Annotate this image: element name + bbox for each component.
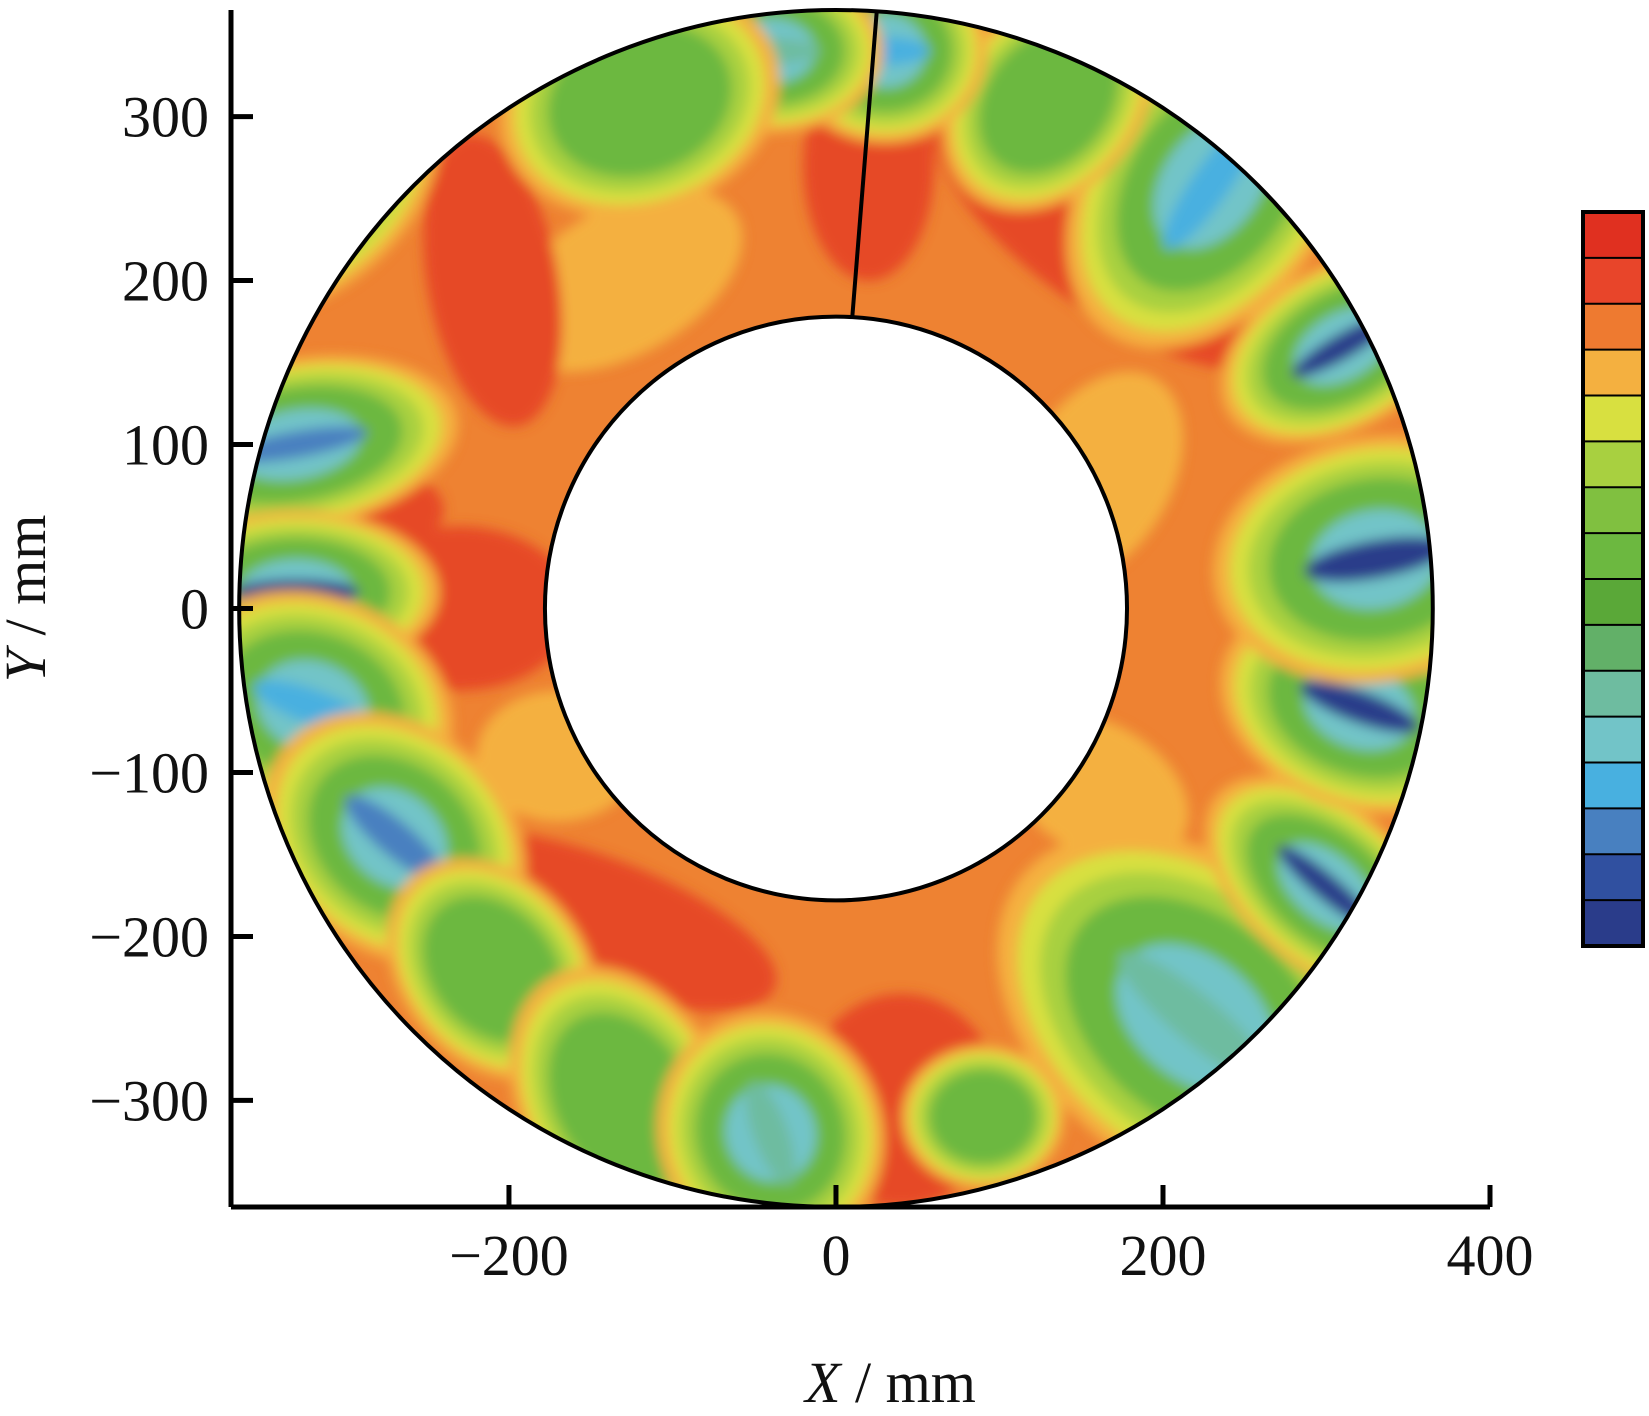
colorbar-level bbox=[1583, 533, 1643, 579]
colorbar-level bbox=[1583, 212, 1643, 258]
region-core bbox=[345, 795, 445, 881]
axes: −200 0 200 400 −300 −200 −100 0 100 200 300 bbox=[89, 10, 1534, 1288]
region-green bbox=[929, 1069, 1037, 1164]
colorbar bbox=[1581, 210, 1645, 948]
y-tick-label: 200 bbox=[122, 249, 209, 314]
y-tick-label: −100 bbox=[89, 740, 209, 805]
y-tick-label: −200 bbox=[89, 904, 209, 969]
seam-line bbox=[850, 9, 879, 317]
y-ticks: −300 −200 −100 0 100 200 300 bbox=[89, 85, 253, 1133]
y-tick-label: 0 bbox=[180, 577, 209, 642]
y-axis-title: Y / mm bbox=[0, 515, 58, 683]
region-core-outer bbox=[239, 127, 355, 237]
colorbar-level bbox=[1583, 579, 1643, 625]
x-tick-label: 400 bbox=[1447, 1223, 1534, 1288]
colorbar-frame bbox=[1581, 210, 1645, 948]
colorbar-level bbox=[1583, 487, 1643, 534]
region-core bbox=[240, 134, 353, 231]
region-core bbox=[1118, 952, 1273, 1085]
y-tick-label: −300 bbox=[89, 1068, 209, 1133]
colorbar-level bbox=[1583, 257, 1643, 304]
x-axis-var: X bbox=[803, 1350, 843, 1415]
region-core bbox=[1299, 680, 1419, 734]
y-axis-unit: / mm bbox=[0, 515, 58, 650]
x-axis-title: X / mm bbox=[803, 1350, 976, 1415]
y-tick-label: 100 bbox=[122, 413, 209, 478]
x-tick-label: −200 bbox=[449, 1223, 569, 1288]
colorbar-level bbox=[1583, 349, 1643, 396]
colorbar-level bbox=[1583, 303, 1643, 350]
region-core bbox=[745, 1082, 796, 1185]
colorbar-level bbox=[1583, 395, 1643, 442]
colorbar-level bbox=[1583, 716, 1643, 763]
colorbar-level bbox=[1583, 900, 1643, 946]
y-tick-label: 300 bbox=[122, 85, 209, 150]
colorbar-level bbox=[1583, 441, 1643, 488]
colorbar-level bbox=[1583, 762, 1643, 809]
y-axis-var: Y bbox=[0, 644, 58, 682]
colorbar-level bbox=[1583, 624, 1643, 671]
colorbar-level bbox=[1583, 670, 1643, 717]
region-core bbox=[1304, 536, 1433, 582]
warm-region bbox=[504, 189, 743, 372]
x-axis-unit: / mm bbox=[841, 1350, 976, 1415]
colorbar-level bbox=[1583, 854, 1643, 901]
plot-area bbox=[239, 10, 1433, 1208]
x-tick-label: 200 bbox=[1119, 1223, 1206, 1288]
hot-region bbox=[423, 134, 562, 427]
x-ticks: −200 0 200 400 bbox=[449, 1185, 1534, 1288]
x-tick-label: 0 bbox=[821, 1223, 850, 1288]
colorbar-level bbox=[1583, 808, 1643, 855]
contour-field bbox=[239, 10, 1433, 1208]
